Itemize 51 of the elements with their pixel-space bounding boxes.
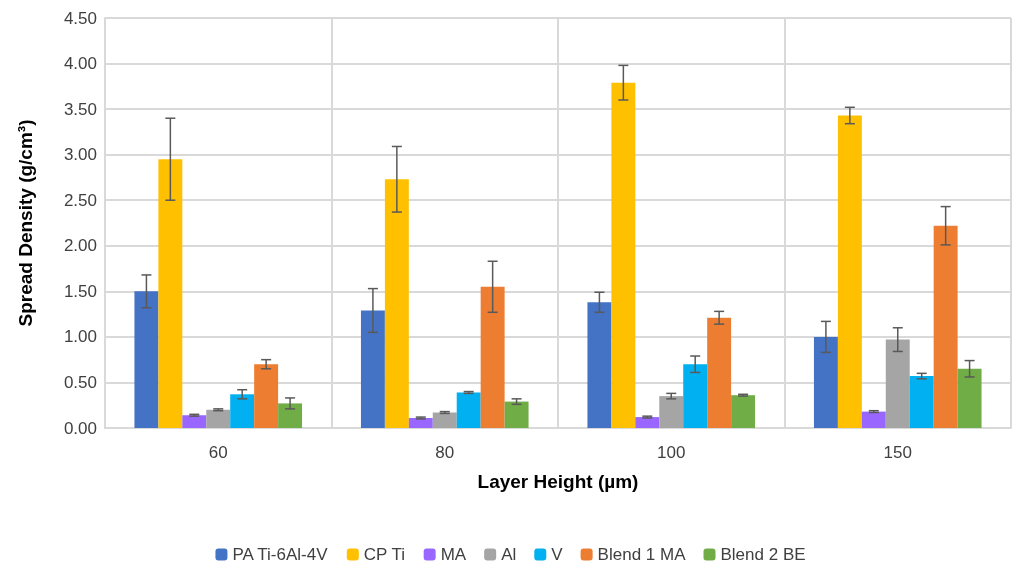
bar	[278, 403, 303, 428]
bar	[432, 412, 457, 428]
bar	[158, 159, 183, 428]
x-axis-title: Layer Height (µm)	[477, 471, 639, 492]
bar	[813, 336, 838, 428]
legend-label: CP Ti	[363, 545, 406, 564]
bar	[408, 417, 433, 428]
y-tick-label: 3.50	[63, 99, 97, 119]
x-tick-label: 150	[883, 443, 912, 462]
legend-label: PA Ti-6Al-4V	[232, 545, 329, 564]
bar	[707, 317, 732, 428]
bar	[206, 409, 231, 428]
bar	[837, 115, 862, 428]
legend-label: Blend 2 BE	[720, 545, 806, 564]
bar	[731, 395, 756, 428]
bar	[933, 225, 958, 428]
bar	[683, 364, 708, 428]
y-tick-label: 2.50	[63, 190, 97, 210]
y-tick-label: 1.00	[63, 327, 97, 347]
bar	[957, 368, 982, 428]
y-tick-label: 2.00	[63, 236, 97, 256]
bar	[456, 392, 481, 428]
y-tick-label: 0.00	[63, 418, 97, 438]
y-tick-label: 4.50	[63, 8, 97, 28]
legend-label: MA	[440, 545, 467, 564]
bar	[659, 396, 684, 428]
y-tick-label: 4.00	[63, 54, 97, 74]
y-axis-title: Spread Density (g/cm³)	[15, 119, 36, 327]
bar	[134, 291, 159, 428]
x-tick-label: 100	[657, 443, 686, 462]
bar	[480, 286, 505, 428]
bar	[182, 415, 207, 428]
legend-label: V	[551, 545, 564, 564]
x-tick-label: 60	[208, 443, 228, 462]
legend-label: Blend 1 MA	[597, 545, 687, 564]
legend-label: Al	[501, 545, 517, 564]
y-tick-label: 0.50	[63, 372, 97, 392]
bar	[504, 401, 529, 428]
bar	[360, 310, 385, 428]
bar	[254, 364, 279, 428]
bar	[384, 179, 409, 428]
bar	[230, 394, 255, 428]
y-tick-label: 1.50	[63, 281, 97, 301]
bar	[611, 82, 636, 428]
bar	[861, 411, 886, 428]
x-tick-label: 80	[435, 443, 455, 462]
bar	[587, 302, 612, 428]
y-tick-label: 3.00	[63, 145, 97, 165]
bar	[885, 339, 910, 428]
bar	[635, 417, 660, 428]
bar	[909, 376, 934, 428]
